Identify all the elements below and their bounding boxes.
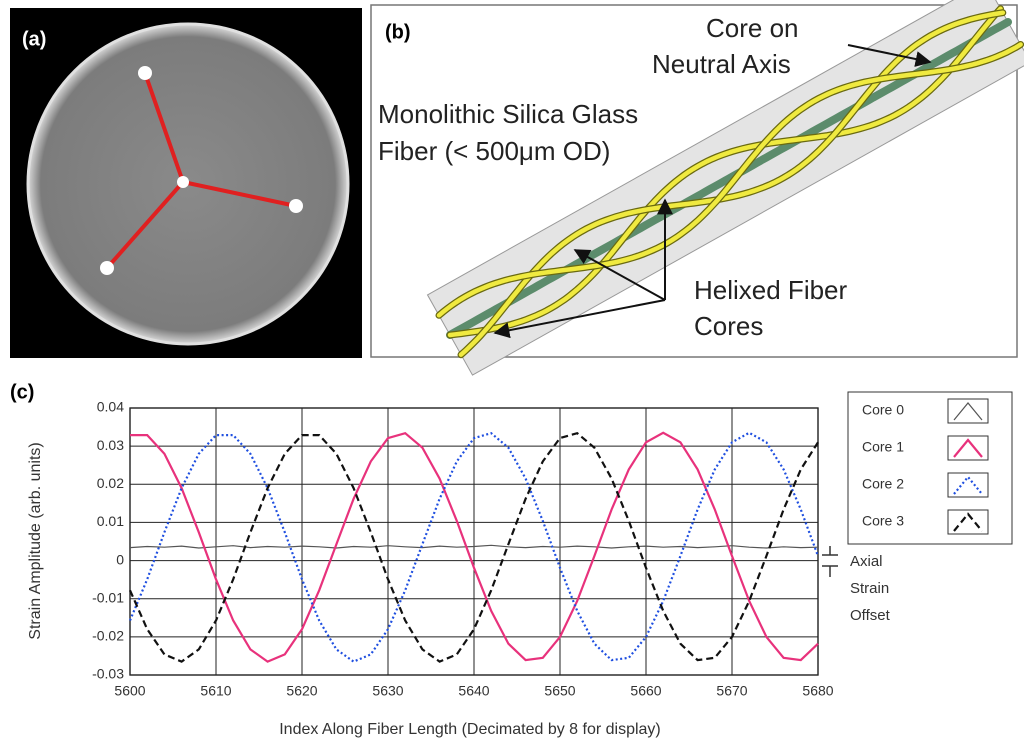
legend-line xyxy=(953,512,983,532)
line-series xyxy=(128,431,819,663)
legend-line xyxy=(953,402,983,421)
y-tick-label: 0.02 xyxy=(97,475,124,491)
fiber-drawing xyxy=(426,0,1024,376)
offset-marker xyxy=(822,546,838,577)
annotation: Axial xyxy=(850,553,883,570)
panel-label: (b) xyxy=(385,21,411,43)
x-tick-label: 5620 xyxy=(286,683,317,699)
legend-label: Core 2 xyxy=(862,476,904,492)
annotation: Fiber (< 500μm OD) xyxy=(378,136,610,166)
y-tick-label: 0.04 xyxy=(97,399,124,415)
legend-label: Core 1 xyxy=(862,439,904,455)
panel-label: (c) xyxy=(10,381,34,403)
annotation: Cores xyxy=(694,311,763,341)
fiber-core xyxy=(447,6,1003,338)
annotation: Offset xyxy=(850,607,891,624)
annotation: Neutral Axis xyxy=(652,49,791,79)
x-tick-label: 5660 xyxy=(630,683,661,699)
x-tick-label: 5630 xyxy=(372,683,403,699)
legend-line xyxy=(953,475,983,495)
legend-label: Core 3 xyxy=(862,513,904,529)
legend-label: Core 0 xyxy=(862,402,904,418)
annotation: Core on xyxy=(706,13,799,43)
annotation: Strain xyxy=(850,580,889,597)
x-tick-label: 5610 xyxy=(200,683,231,699)
x-tick-label: 5670 xyxy=(716,683,747,699)
legend-line xyxy=(953,438,983,458)
panel-b: (b) Core on Neutral Axis Monolithic Sili… xyxy=(370,0,1024,376)
y-axis-label: Strain Amplitude (arb. units) xyxy=(27,442,44,639)
y-tick-label: 0.03 xyxy=(97,437,124,453)
x-tick-label: 5650 xyxy=(544,683,575,699)
panel-label: (a) xyxy=(22,28,46,50)
annotation: Helixed Fiber xyxy=(694,275,848,305)
y-tick-label: -0.01 xyxy=(92,589,124,605)
x-tick-label: 5680 xyxy=(802,683,833,699)
annotation: Monolithic Silica Glass xyxy=(378,99,638,129)
y-tick-label: 0.01 xyxy=(97,513,124,529)
x-axis-label: Index Along Fiber Length (Decimated by 8… xyxy=(279,721,661,738)
cores xyxy=(100,66,303,275)
y-tick-label: -0.02 xyxy=(92,628,124,644)
y-tick-label: -0.03 xyxy=(92,666,124,682)
line-series xyxy=(130,431,819,663)
chart: (c) Index Along Fiber Length (Decimated … xyxy=(10,381,1013,738)
core-links xyxy=(105,72,297,270)
x-tick-label: 5640 xyxy=(458,683,489,699)
fiber-core xyxy=(436,42,1023,318)
y-tick-label: 0 xyxy=(116,551,124,567)
x-tick-label: 5600 xyxy=(114,683,145,699)
fiber-core xyxy=(458,10,1006,357)
line-series xyxy=(128,431,820,663)
panel-a: (a) xyxy=(10,8,362,358)
arrows xyxy=(493,44,932,339)
